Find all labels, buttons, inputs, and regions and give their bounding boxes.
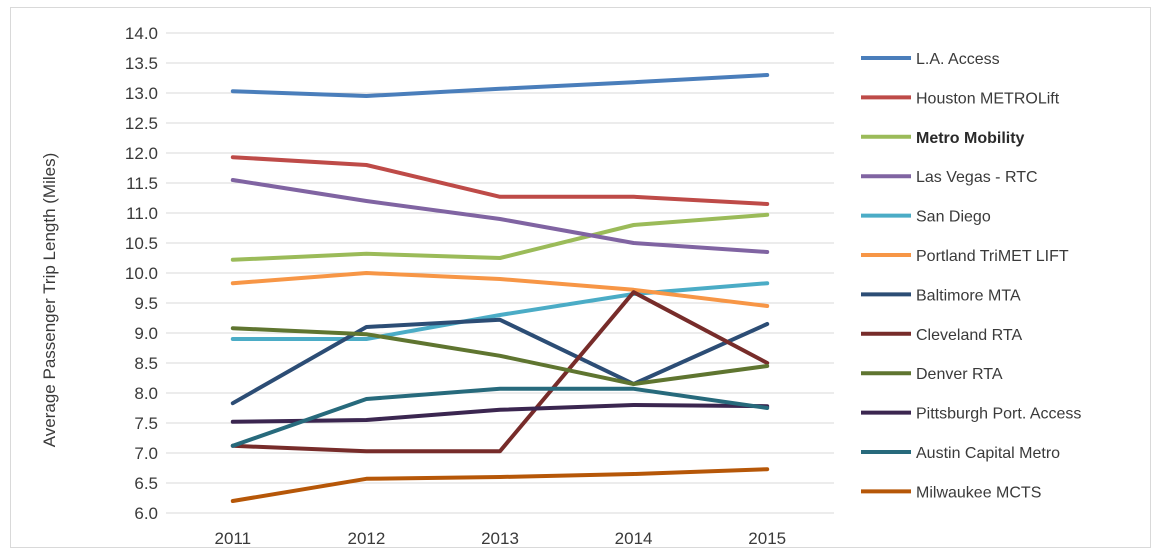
x-tick-label: 2011 xyxy=(215,529,252,548)
legend-label: Pittsburgh Port. Access xyxy=(916,406,1081,423)
series-line-portland-trimet-lift xyxy=(230,271,770,308)
x-axis-ticks: 2011 2012 2013 2014 2015 xyxy=(215,529,787,548)
legend-label: Las Vegas - RTC xyxy=(916,169,1038,186)
series-line-san-diego xyxy=(230,281,770,341)
series-line-l-a-access xyxy=(230,73,770,98)
series-line-cleveland-rta xyxy=(230,290,770,454)
series-line-houston-metrolift xyxy=(230,155,770,206)
y-tick-label: 6.5 xyxy=(134,474,158,493)
y-tick-label: 10.5 xyxy=(125,234,158,253)
series-line-milwaukee-mcts xyxy=(230,467,770,503)
y-tick-label: 8.5 xyxy=(134,354,158,373)
y-tick-label: 9.0 xyxy=(134,324,158,343)
y-tick-label: 7.5 xyxy=(134,414,158,433)
y-tick-label: 13.5 xyxy=(125,54,158,73)
legend-label: Baltimore MTA xyxy=(916,287,1021,304)
series-line-baltimore-mta xyxy=(230,317,770,406)
line-chart: 6.0 6.5 7.0 7.5 8.0 8.5 9.0 9.5 10.0 10.5 11.0 11.5… xyxy=(40,24,1081,548)
chart-frame: 6.0 6.5 7.0 7.5 8.0 8.5 9.0 9.5 10.0 10.5 11.0 11.5… xyxy=(10,7,1151,548)
series-line-metro-mobility xyxy=(230,212,770,262)
legend-label: Milwaukee MCTS xyxy=(916,484,1041,501)
series-line-denver-rta xyxy=(230,326,770,386)
series-line-austin-capital-metro xyxy=(230,386,770,448)
legend-label: Austin Capital Metro xyxy=(916,445,1060,462)
x-tick-label: 2014 xyxy=(615,529,653,548)
series-lines xyxy=(230,73,770,503)
series-line-las-vegas-rtc xyxy=(230,178,770,254)
legend-label: Houston METROLift xyxy=(916,90,1060,107)
y-tick-label: 11.0 xyxy=(126,204,158,223)
y-tick-label: 10.0 xyxy=(125,264,158,283)
series-line-pittsburgh-port-access xyxy=(230,403,770,424)
legend-label: L.A. Access xyxy=(916,51,1000,68)
x-tick-label: 2015 xyxy=(748,529,786,548)
legend-label: Portland TriMET LIFT xyxy=(916,248,1069,265)
y-axis-ticks: 6.0 6.5 7.0 7.5 8.0 8.5 9.0 9.5 10.0 10.5 11.0 11.5… xyxy=(125,24,158,523)
y-tick-label: 8.0 xyxy=(134,384,158,403)
y-tick-label: 13.0 xyxy=(125,84,158,103)
legend-label: Denver RTA xyxy=(916,366,1003,383)
legend-label: San Diego xyxy=(916,209,991,226)
x-tick-label: 2012 xyxy=(347,529,385,548)
y-tick-label: 14.0 xyxy=(125,24,158,43)
y-tick-label: 12.5 xyxy=(125,114,158,133)
y-tick-label: 9.5 xyxy=(134,294,158,313)
legend-label: Cleveland RTA xyxy=(916,327,1022,344)
y-axis-title: Average Passenger Trip Length (Miles) xyxy=(40,153,59,448)
y-tick-label: 11.5 xyxy=(126,174,158,193)
legend: L.A. Access Houston METROLift Metro Mobili… xyxy=(861,51,1081,501)
y-tick-label: 12.0 xyxy=(125,144,158,163)
legend-label: Metro Mobility xyxy=(916,130,1025,147)
x-tick-label: 2013 xyxy=(481,529,519,548)
y-tick-label: 6.0 xyxy=(134,504,158,523)
gridlines xyxy=(166,32,834,514)
y-tick-label: 7.0 xyxy=(134,444,158,463)
